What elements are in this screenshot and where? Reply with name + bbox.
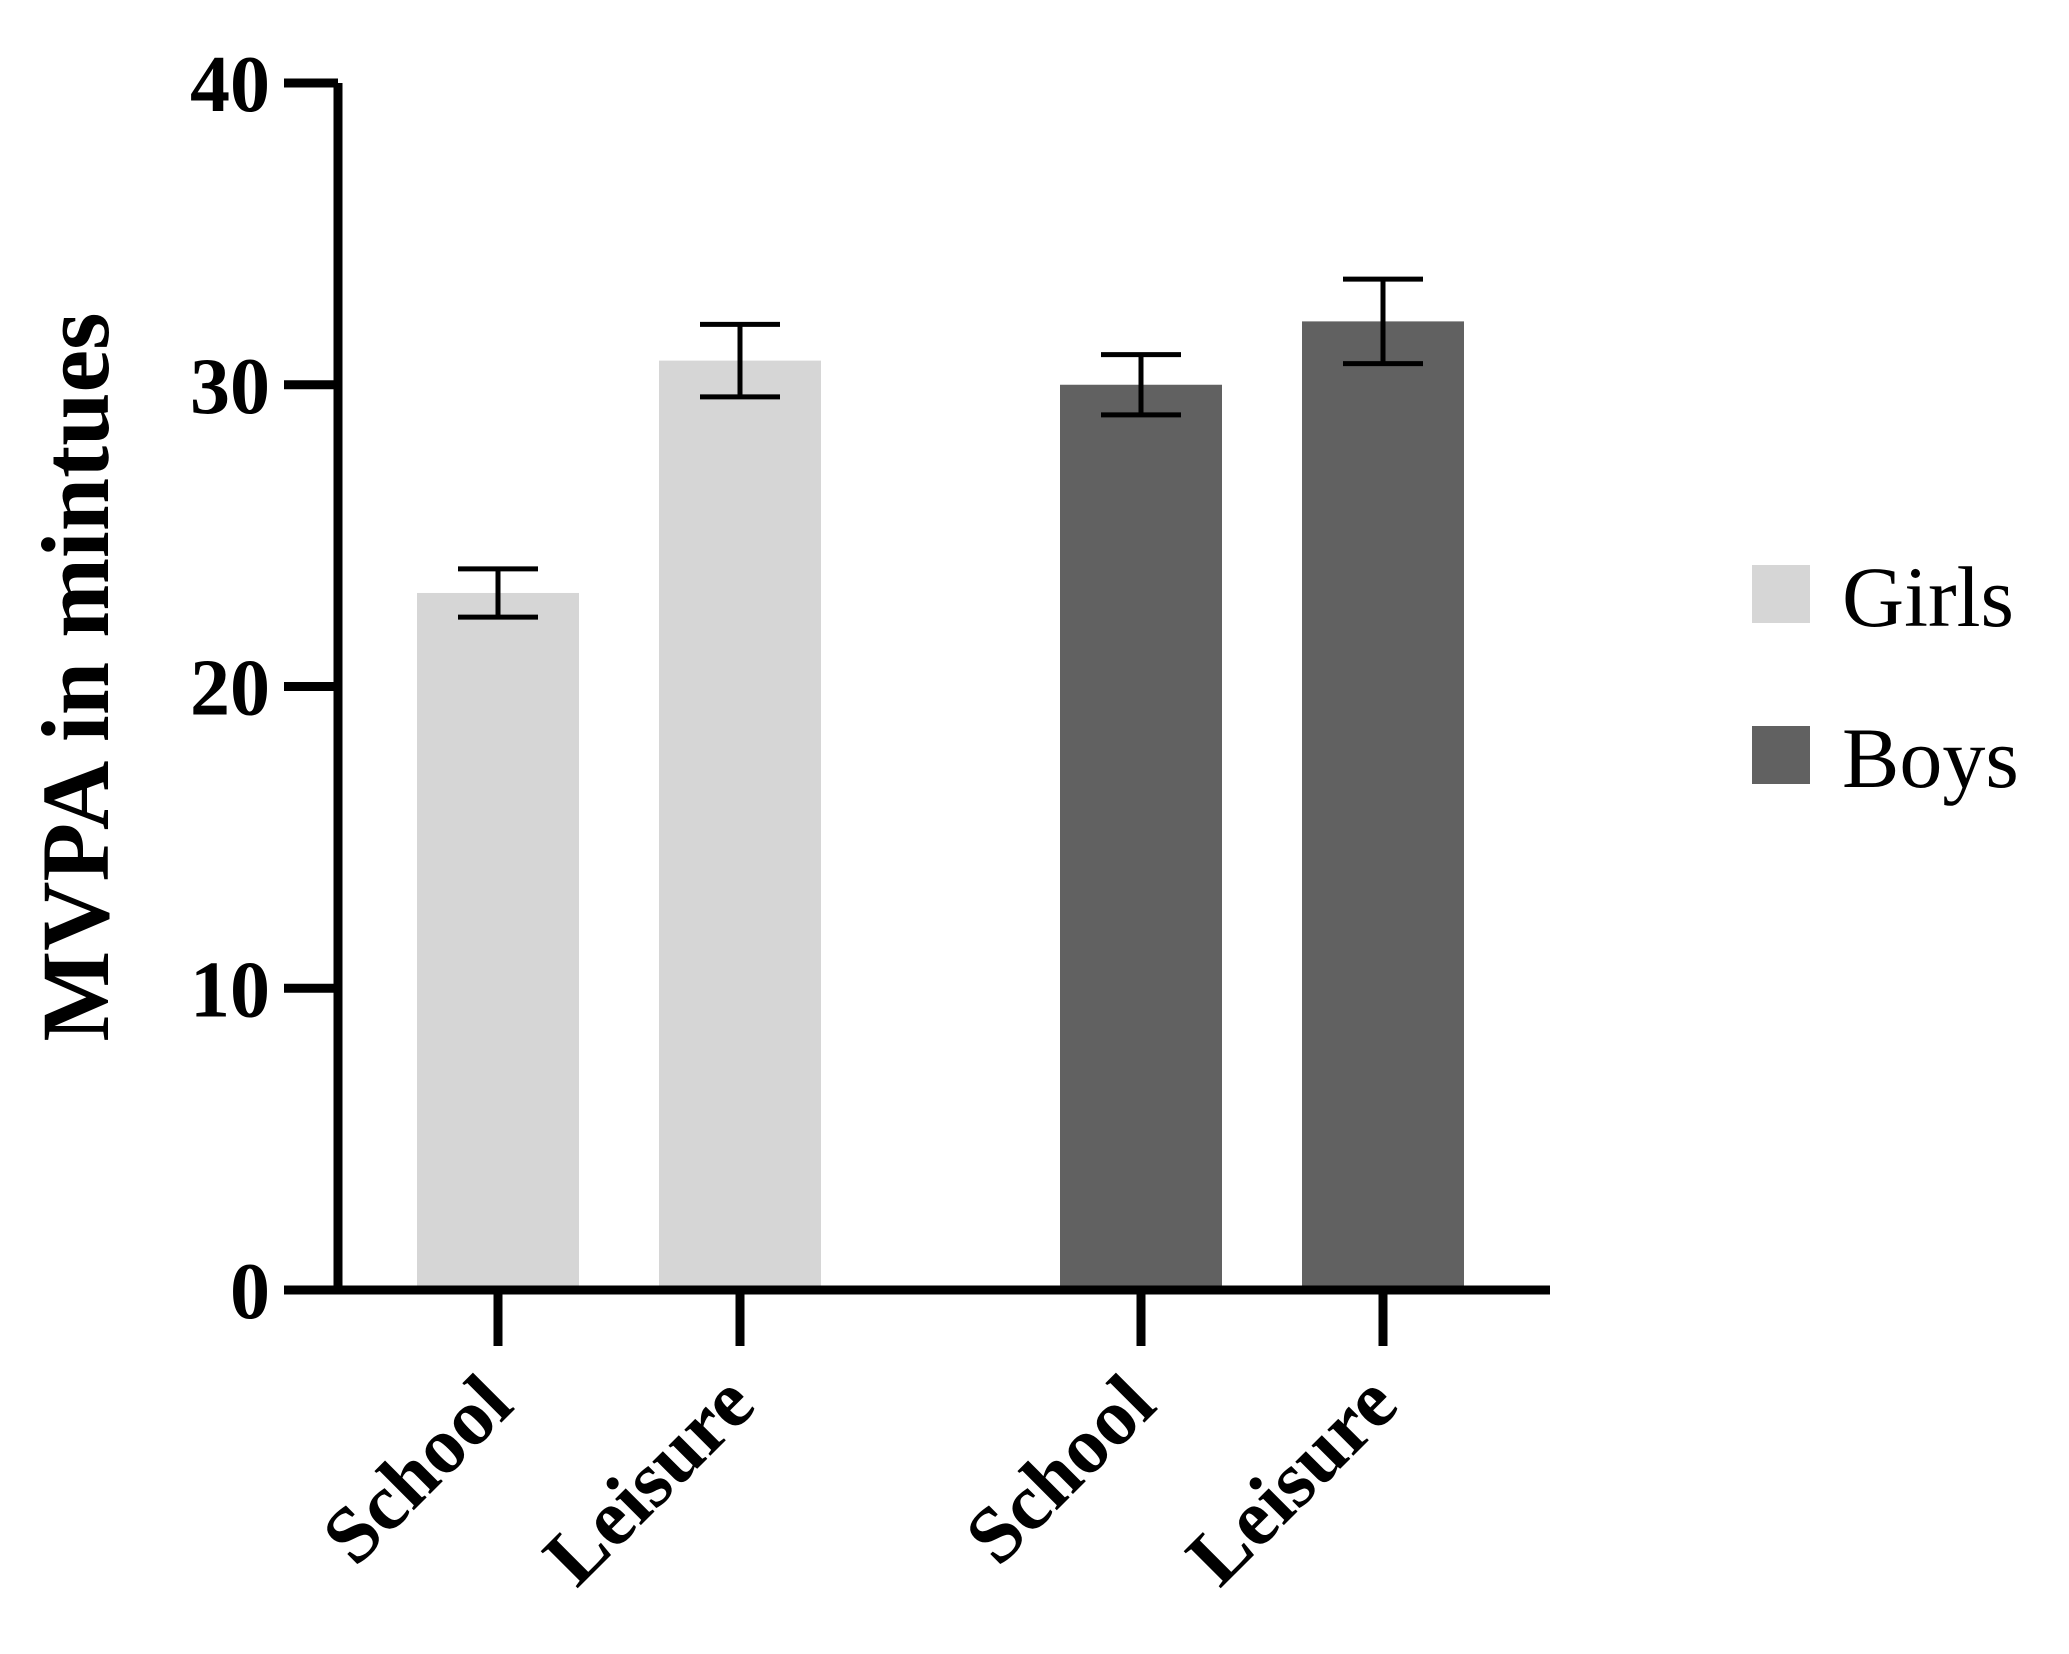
x-tick-label-leisure: Leisure <box>527 1359 770 1602</box>
bar-girls-school <box>417 592 579 1290</box>
y-ticks: 0 10 20 30 40 <box>190 41 338 1336</box>
legend-label-boys: Boys <box>1842 710 2019 806</box>
legend: Girls Boys <box>1752 549 2019 806</box>
legend-swatch-girls <box>1752 565 1810 623</box>
x-tick-label-school: School <box>306 1359 529 1582</box>
bar-boys-school <box>1060 384 1222 1290</box>
y-tick-label: 0 <box>230 1248 270 1336</box>
bar-boys-leisure <box>1302 321 1464 1290</box>
error-bar-boys-leisure <box>1343 276 1423 367</box>
x-ticks <box>493 1290 1388 1346</box>
y-axis-title: MVPA in mintues <box>22 313 129 1042</box>
legend-swatch-boys <box>1752 726 1810 784</box>
error-bar-girls-school <box>458 566 538 620</box>
x-tick-label-school: School <box>949 1359 1172 1582</box>
x-tick-label-leisure: Leisure <box>1170 1359 1413 1602</box>
y-tick-label: 30 <box>190 343 270 431</box>
y-tick-label: 40 <box>190 41 270 129</box>
bar-girls-leisure <box>659 360 821 1290</box>
error-bar-girls-leisure <box>700 321 780 400</box>
bars-layer <box>417 321 1464 1290</box>
error-bar-boys-school <box>1101 352 1181 418</box>
error-bars-layer <box>458 276 1423 620</box>
y-tick-label: 20 <box>190 645 270 733</box>
legend-label-girls: Girls <box>1842 549 2014 645</box>
y-tick-label: 10 <box>190 946 270 1034</box>
